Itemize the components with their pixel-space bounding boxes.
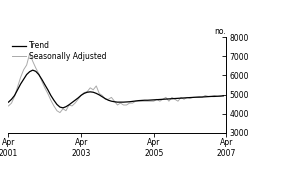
Text: no.: no. [215, 27, 226, 36]
Legend: Trend, Seasonally Adjusted: Trend, Seasonally Adjusted [12, 41, 107, 61]
